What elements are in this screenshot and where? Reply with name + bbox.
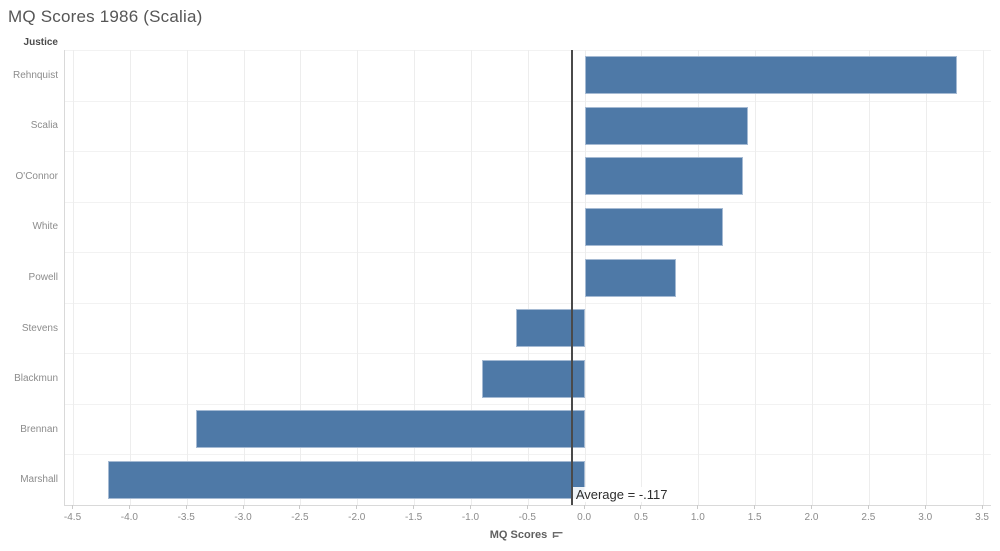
- bar-rehnquist[interactable]: [585, 56, 957, 95]
- axis-tick-label: 0.0: [577, 512, 592, 523]
- axis-tick-label: 0.5: [634, 512, 648, 523]
- axis-tick: [583, 505, 585, 509]
- row-label-marshall[interactable]: Marshall: [20, 474, 58, 486]
- bar-powell[interactable]: [585, 258, 677, 297]
- axis-tick-label: 2.0: [804, 512, 819, 523]
- axis-tick: [526, 505, 528, 509]
- axis-tick-label: 2.5: [861, 512, 876, 523]
- row-label-powell[interactable]: Powell: [28, 271, 58, 283]
- sort-descending-icon[interactable]: [552, 531, 564, 540]
- gridline: [868, 50, 870, 505]
- axis-tick: [697, 505, 699, 509]
- axis-tick: [413, 505, 415, 509]
- gridline: [243, 50, 245, 505]
- axis-tick: [867, 505, 869, 509]
- bar-blackmun[interactable]: [481, 359, 586, 398]
- row-labels: Rehnquist Scalia O'Connor White Powell Steven…: [0, 50, 60, 505]
- gridline: [73, 50, 75, 505]
- bar-stevens[interactable]: [515, 309, 586, 348]
- row-header-justice: Justice: [23, 37, 58, 48]
- gridline: [925, 50, 927, 505]
- x-axis-title: MQ Scores: [64, 529, 990, 541]
- axis-tick-label: -2.0: [348, 512, 366, 523]
- bar-white[interactable]: [585, 207, 723, 246]
- x-axis-title-label: MQ Scores: [489, 529, 548, 541]
- axis-tick: [811, 505, 812, 509]
- axis-tick-label: -4.0: [120, 512, 138, 523]
- axis-tick: [640, 505, 642, 509]
- axis-tick-label: -3.5: [177, 512, 195, 523]
- gridline: [129, 50, 131, 505]
- axis-tick-label: 1.5: [747, 512, 762, 523]
- axis-tick-label: -3.0: [234, 512, 252, 523]
- row-label-white[interactable]: White: [32, 221, 58, 233]
- axis-tick: [754, 505, 756, 509]
- gridline: [186, 50, 188, 505]
- row-label-rehnquist[interactable]: Rehnquist: [12, 69, 58, 81]
- row-label-stevens[interactable]: Stevens: [21, 322, 58, 334]
- chart-title: MQ Scores 1986 (Scalia): [8, 7, 203, 26]
- gridline: [755, 50, 757, 505]
- axis-tick: [981, 505, 983, 509]
- bar-scalia[interactable]: [585, 106, 748, 145]
- axis-tick: [924, 505, 926, 509]
- axis-tick-label: 3.0: [918, 512, 933, 523]
- x-axis: -4.5 -4.0 -3.5 -3.0 -2.5 -2.0 -1.5 -1.0 -0.5 0.0 0…: [64, 505, 990, 527]
- row-label-scalia[interactable]: Scalia: [30, 120, 58, 132]
- axis-tick-label: 1.0: [690, 512, 705, 523]
- axis-tick: [356, 505, 358, 509]
- axis-tick: [242, 505, 244, 509]
- gridline: [357, 50, 359, 505]
- average-reference-line-label: Average = -.117: [572, 487, 670, 502]
- axis-tick-label: -2.5: [291, 512, 309, 523]
- axis-tick-label: -0.5: [518, 512, 536, 523]
- axis-tick-label: -4.5: [63, 512, 82, 523]
- gridline: [470, 50, 472, 505]
- bar-oconnor[interactable]: [585, 157, 744, 196]
- gridline: [527, 50, 529, 505]
- gridline: [982, 50, 984, 505]
- bar-brennan[interactable]: [196, 410, 586, 449]
- gridline: [300, 50, 302, 505]
- axis-tick: [128, 505, 130, 509]
- bar-marshall[interactable]: [107, 460, 586, 499]
- average-reference-line: [570, 50, 573, 505]
- row-label-brennan[interactable]: Brennan: [20, 423, 58, 435]
- axis-tick: [185, 505, 187, 509]
- gridline: [812, 50, 813, 505]
- axis-tick-label: -1.5: [404, 512, 423, 523]
- row-label-oconnor[interactable]: O'Connor: [15, 170, 59, 182]
- gridline: [698, 50, 700, 505]
- axis-tick: [72, 505, 74, 509]
- gridline: [414, 50, 416, 505]
- plot-area: Average = -.117: [64, 50, 991, 506]
- axis-tick: [469, 505, 471, 509]
- axis-tick-label: -1.0: [461, 512, 480, 523]
- row-label-blackmun[interactable]: Blackmun: [14, 373, 58, 385]
- axis-tick: [299, 505, 301, 509]
- axis-tick-label: 3.5: [975, 512, 989, 523]
